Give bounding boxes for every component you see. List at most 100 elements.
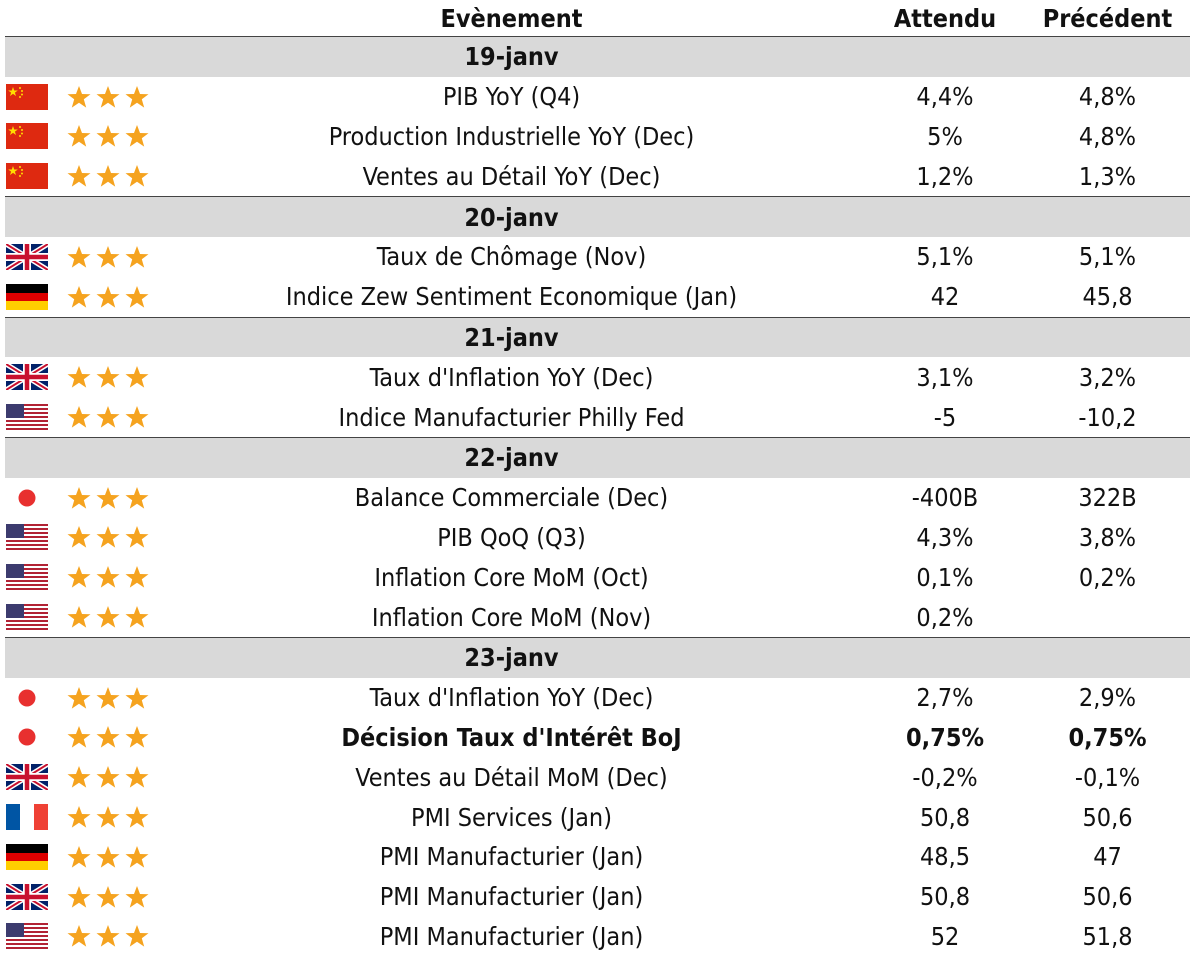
- flag: [6, 123, 48, 150]
- flag-icon: [6, 764, 48, 790]
- date-spacer: [865, 316, 1190, 358]
- importance-stars: [67, 885, 149, 908]
- date-row: 20-janv: [5, 196, 1190, 237]
- event: Décision Taux d'Intérêt BoJ: [341, 722, 682, 752]
- calendar-table: Evènement Attendu Précédent 19-janv PIB YoY…: [5, 0, 1190, 956]
- event-row: PIB YoY (Q4) 4,4% 4,8%: [5, 77, 1190, 117]
- expected: 3,1%: [916, 362, 974, 392]
- flag: [6, 564, 48, 591]
- event-row: Taux d'Inflation YoY (Dec) 3,1% 3,2%: [5, 357, 1190, 397]
- event-row: Indice Zew Sentiment Economique (Jan) 42 4…: [5, 277, 1190, 317]
- previous: 322B: [1078, 483, 1137, 513]
- stars-cell: [63, 718, 158, 758]
- star: [96, 845, 120, 868]
- star: [67, 366, 91, 388]
- previous: 50,6: [1082, 882, 1133, 912]
- star: [125, 885, 149, 908]
- previous: 1,3%: [1078, 161, 1137, 191]
- flag: [6, 364, 48, 390]
- event: Inflation Core MoM (Nov): [371, 602, 652, 632]
- expected: 0,75%: [905, 722, 985, 752]
- flag-icon: [18, 689, 36, 707]
- flag-icon: [6, 884, 48, 910]
- star: [67, 566, 91, 588]
- flag-cell: [5, 397, 63, 437]
- flag-cell: [5, 557, 63, 597]
- star: [96, 366, 120, 388]
- flag: [18, 489, 36, 507]
- expected: 48,5: [919, 842, 971, 872]
- previous: 2,9%: [1078, 683, 1137, 713]
- stars-cell: [63, 557, 158, 597]
- importance-stars: [67, 806, 149, 828]
- star: [96, 285, 120, 308]
- star: [67, 165, 91, 187]
- expected: 5,1%: [916, 242, 974, 272]
- star: [67, 726, 91, 749]
- previous: 51,8: [1082, 921, 1133, 951]
- star: [96, 526, 120, 549]
- star: [67, 606, 91, 628]
- flag-cell: [5, 597, 63, 637]
- previous: 3,8%: [1078, 522, 1137, 552]
- expected: 5%: [927, 121, 963, 151]
- importance-stars: [67, 165, 149, 187]
- star: [125, 285, 149, 308]
- date-spacer: [865, 35, 1190, 77]
- event-row: PIB QoQ (Q3) 4,3% 3,8%: [5, 518, 1190, 558]
- event: Inflation Core MoM (Oct): [374, 562, 649, 592]
- event-row: PMI Manufacturier (Jan) 48,5 47: [5, 837, 1190, 877]
- star: [125, 366, 149, 388]
- event: PMI Manufacturier (Jan): [379, 842, 644, 872]
- stars-cell: [63, 156, 158, 196]
- importance-stars: [67, 406, 149, 428]
- previous: 5,1%: [1078, 242, 1137, 272]
- flag-cell: [5, 237, 63, 277]
- star: [96, 726, 120, 749]
- date-spacer: [865, 436, 1190, 478]
- flag-icon: [6, 244, 48, 270]
- star: [96, 165, 120, 187]
- expected: 1,2%: [916, 161, 974, 191]
- stars-cell: [63, 757, 158, 797]
- previous: 4,8%: [1078, 121, 1137, 151]
- event: PMI Manufacturier (Jan): [379, 921, 644, 951]
- date-spacer: [865, 636, 1190, 678]
- flag: [6, 163, 48, 190]
- star: [96, 85, 120, 108]
- flag: [18, 689, 36, 707]
- flag: [6, 604, 48, 631]
- star: [125, 526, 149, 549]
- flag-cell: [5, 357, 63, 397]
- expected: 2,7%: [916, 683, 974, 713]
- event: Ventes au Détail YoY (Dec): [362, 161, 661, 191]
- expected: 4,4%: [916, 82, 974, 112]
- importance-stars: [67, 366, 149, 388]
- flag-icon: [18, 728, 36, 746]
- event: Taux de Chômage (Nov): [376, 242, 647, 272]
- stars-cell: [63, 877, 158, 917]
- importance-stars: [67, 726, 149, 749]
- star: [125, 806, 149, 828]
- flag-cell: [5, 77, 63, 117]
- spacer: [63, 0, 158, 37]
- star: [125, 125, 149, 148]
- stars-cell: [63, 478, 158, 518]
- event: Indice Manufacturier Philly Fed: [338, 402, 685, 432]
- date: 23-janv: [158, 636, 865, 678]
- date: 20-janv: [158, 196, 865, 237]
- event-row: Taux d'Inflation YoY (Dec) 2,7% 2,9%: [5, 678, 1190, 718]
- expected: -400B: [911, 483, 979, 513]
- star: [67, 245, 91, 268]
- flag-icon: [6, 283, 48, 310]
- event: Taux d'Inflation YoY (Dec): [369, 362, 654, 392]
- stars-cell: [63, 837, 158, 877]
- event-row: Balance Commerciale (Dec) -400B 322B: [5, 478, 1190, 518]
- event-row: Décision Taux d'Intérêt BoJ 0,75% 0,75%: [5, 718, 1190, 758]
- star: [125, 766, 149, 788]
- stars-cell: [63, 678, 158, 718]
- previous: 47: [1093, 842, 1122, 872]
- event-row: Ventes au Détail YoY (Dec) 1,2% 1,3%: [5, 156, 1190, 196]
- stars-cell: [63, 357, 158, 397]
- star: [67, 285, 91, 308]
